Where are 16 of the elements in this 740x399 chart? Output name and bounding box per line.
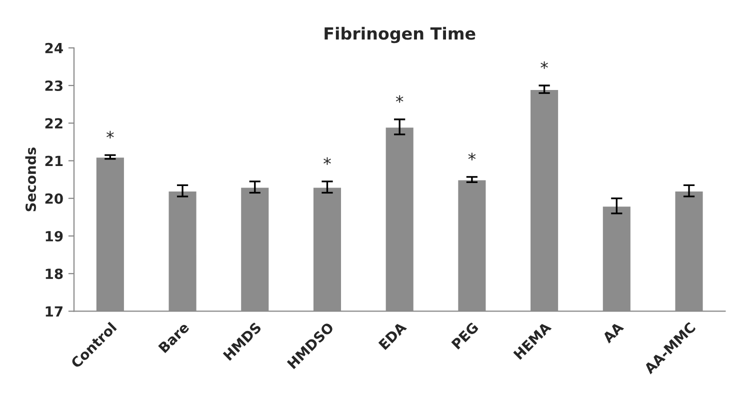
- y-axis-title: Seconds: [25, 148, 36, 212]
- y-tick-label: 17: [46, 306, 62, 316]
- x-tick-label: AA: [602, 321, 624, 344]
- annotation: *: [324, 157, 331, 165]
- annotation: *: [396, 95, 404, 103]
- y-tick-label: 21: [45, 156, 63, 166]
- chart-title: Fibrinogen Time: [324, 26, 476, 44]
- y-tick-label: 19: [46, 230, 63, 242]
- annotation: *: [540, 61, 548, 69]
- y-tick-label: 20: [45, 193, 63, 204]
- y-tick-label: 18: [46, 268, 63, 280]
- y-tick-label: 22: [45, 118, 62, 128]
- y-tick-label: 24: [45, 42, 63, 54]
- annotation: *: [468, 152, 476, 160]
- annotation: *: [106, 130, 114, 139]
- y-tick-label: 23: [45, 80, 62, 91]
